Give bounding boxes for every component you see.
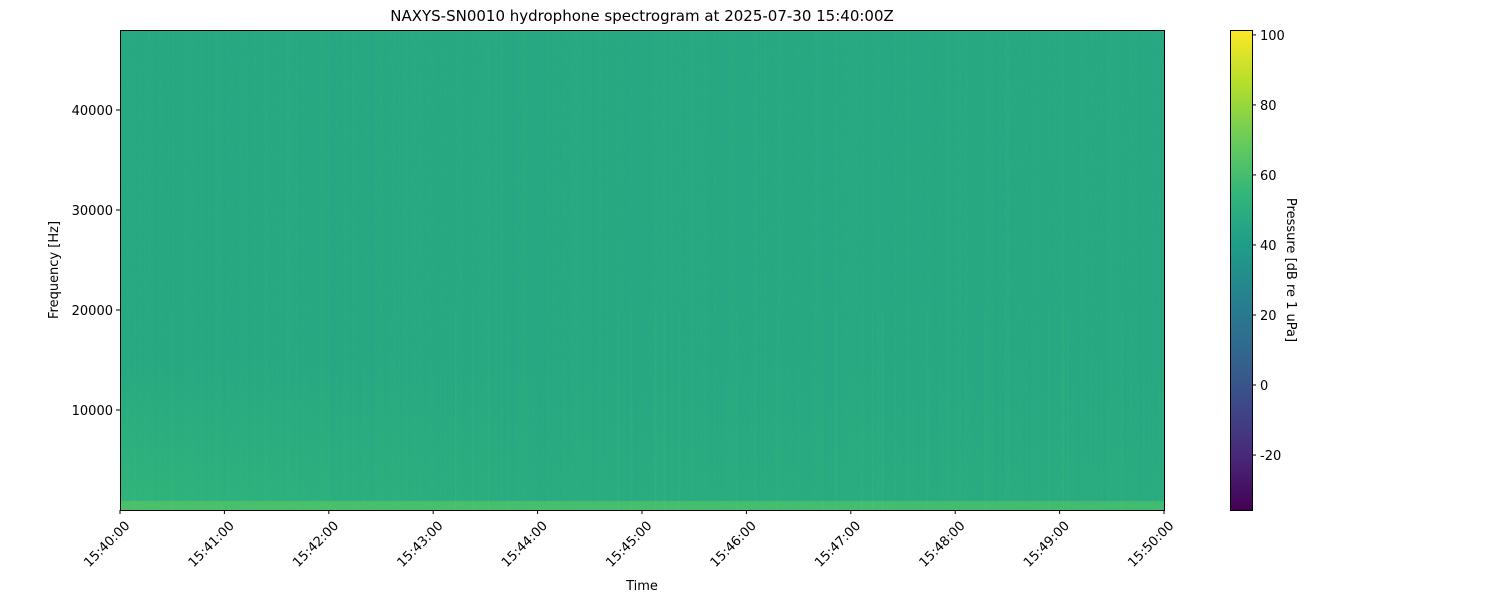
x-tick-label: 15:45:00	[603, 519, 655, 571]
y-tick-label: 10000	[72, 404, 113, 419]
y-tick-label: 40000	[72, 104, 113, 119]
x-tick-label: 15:46:00	[708, 519, 760, 571]
x-tick-label: 15:48:00	[917, 519, 969, 571]
plot-frame	[120, 30, 1165, 511]
colorbar-tick-label: 40	[1260, 239, 1277, 254]
x-tick-label: 15:50:00	[1125, 519, 1177, 571]
x-tick-label: 15:47:00	[812, 519, 864, 571]
spectrogram-heatmap	[120, 30, 1164, 510]
y-tick-label: 20000	[72, 304, 113, 319]
colorbar-tick-label: 0	[1260, 379, 1268, 394]
colorbar-tick-label: 100	[1260, 29, 1285, 44]
chart-title: NAXYS-SN0010 hydrophone spectrogram at 2…	[390, 7, 894, 25]
x-tick-label: 15:41:00	[186, 519, 238, 571]
y-axis-label: Frequency [Hz]	[47, 221, 62, 319]
colorbar-tick-label: -20	[1260, 449, 1281, 464]
colorbar-gradient	[1230, 30, 1252, 510]
x-tick-label: 15:44:00	[499, 519, 551, 571]
colorbar-frame	[1230, 30, 1253, 511]
x-tick-label: 15:42:00	[290, 519, 342, 571]
colorbar-label: Pressure [dB re 1 uPa]	[1283, 198, 1298, 342]
x-tick-label: 15:40:00	[81, 519, 133, 571]
colorbar-tick-label: 60	[1260, 169, 1277, 184]
colorbar-tick-label: 80	[1260, 99, 1277, 114]
x-tick-label: 15:43:00	[395, 519, 447, 571]
x-axis-label: Time	[625, 579, 658, 594]
x-tick-label: 15:49:00	[1021, 519, 1073, 571]
y-tick-label: 30000	[72, 204, 113, 219]
colorbar-tick-label: 20	[1260, 309, 1277, 324]
